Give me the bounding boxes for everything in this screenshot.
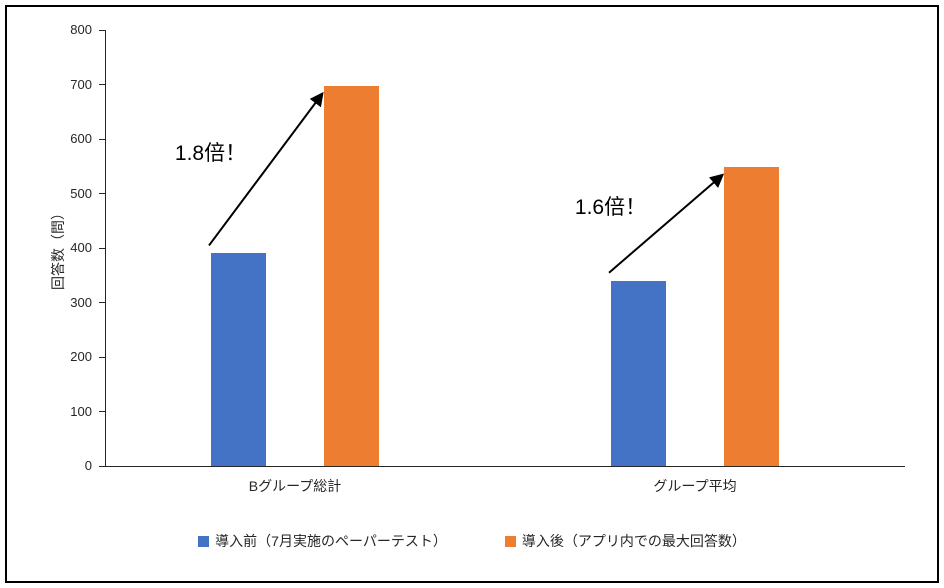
legend-marker-icon (504, 535, 516, 547)
y-tick-label: 600 (70, 131, 92, 146)
growth-multiplier-label: 1.8倍！ (175, 142, 246, 165)
y-tick-label: 0 (84, 458, 92, 473)
y-tick-mark (99, 84, 105, 85)
bar-series2-cat1 (324, 86, 379, 466)
y-tick-mark (99, 465, 105, 467)
x-axis-line (105, 466, 905, 467)
growth-multiplier-label: 1.6倍！ (575, 196, 646, 219)
legend-label: 導入後（アプリ内での最大回答数） (521, 533, 746, 549)
y-tick-mark (99, 302, 105, 303)
y-tick-label: 200 (70, 349, 92, 364)
y-tick-label: 800 (70, 22, 92, 37)
category-label: Bグループ総計 (248, 478, 342, 494)
legend: 導入前（7月実施のペーパーテスト） 導入後（アプリ内での最大回答数） (0, 531, 944, 551)
y-tick-mark (99, 411, 105, 412)
y-axis-line (105, 30, 106, 467)
y-tick-label: 300 (70, 294, 92, 310)
y-tick-mark (99, 29, 105, 31)
growth-arrow (208, 91, 324, 247)
legend-label: 導入前（7月実施のペーパーテスト） (215, 533, 447, 549)
y-tick-label: 100 (70, 403, 92, 419)
y-tick-label: 500 (70, 185, 92, 201)
y-tick-mark (99, 247, 105, 249)
legend-item-series2: 導入後（アプリ内での最大回答数） (504, 531, 746, 551)
bar-series1-cat1 (211, 253, 266, 466)
bar-series1-cat2 (611, 280, 666, 466)
y-tick-mark (99, 138, 105, 140)
category-label: グループ平均 (653, 478, 737, 494)
growth-arrow (608, 173, 725, 274)
legend-marker-icon (198, 535, 210, 547)
y-tick-mark (99, 356, 105, 358)
y-tick-mark (99, 193, 105, 194)
y-tick-label: 400 (70, 240, 92, 255)
bar-series2-cat2 (724, 167, 779, 466)
legend-item-series1: 導入前（7月実施のペーパーテスト） (198, 531, 447, 551)
y-tick-label: 700 (70, 76, 92, 92)
